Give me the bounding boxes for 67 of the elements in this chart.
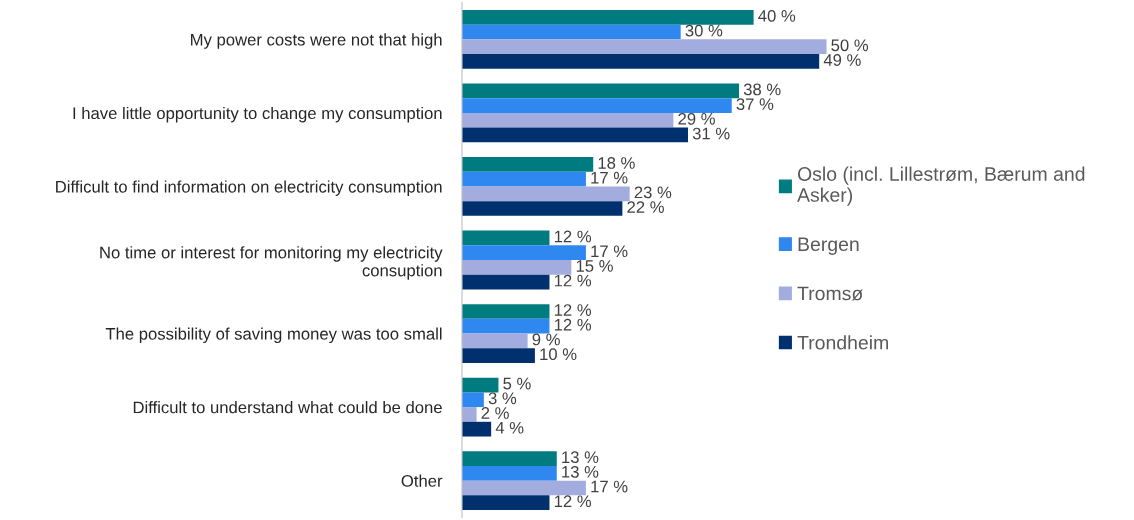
bar [462,83,740,99]
bar [462,98,732,113]
bar [462,304,550,319]
bar [462,245,586,260]
data-label: 12 % [554,495,592,508]
data-label: 9 % [532,333,560,346]
bar [462,274,550,290]
data-label: 12 % [554,304,592,316]
data-label: 17 % [591,480,628,493]
bar [462,451,557,466]
bar [462,157,594,172]
data-label: 18 % [598,157,635,169]
data-label: 40 % [758,9,796,22]
data-label: 38 % [743,83,781,96]
bar [462,39,827,55]
bar [462,495,550,511]
data-label: 37 % [736,98,774,111]
bar [462,186,630,202]
data-label: 49 % [823,54,861,66]
data-label: 13 % [562,451,599,464]
y-tick-label: My power costs were not that high [191,33,442,49]
bar [462,54,820,69]
data-label: 12 % [554,274,592,287]
data-label: 30 % [685,24,723,37]
data-label: 50 % [831,39,869,52]
bar [462,171,586,187]
bar [462,24,681,40]
data-label: 2 % [481,407,509,419]
data-label: 12 % [554,230,592,243]
bar [462,260,572,275]
bar [462,318,550,334]
y-tick-label: The possibility of saving money was too small [105,327,442,344]
data-label: 15 % [576,260,613,272]
data-label: 10 % [540,348,577,361]
data-label: 22 % [627,201,664,213]
legend-label: Oslo (incl. Lillestrøm, Bærum and Asker) [797,166,1085,206]
y-tick-label: No time or interest for monitoring my electricity consuption [100,246,443,280]
bar [462,112,674,128]
bar [462,421,492,437]
data-label: 23 % [634,186,672,199]
bar [462,407,477,422]
data-label: 12 % [554,318,592,331]
bar [462,348,535,363]
bar [462,480,586,496]
bar [462,9,754,25]
data-label: 3 % [488,392,517,405]
legend-label: Tromsø [797,286,863,301]
bar [462,333,528,349]
data-label: 4 % [495,421,524,434]
bar [462,377,499,393]
data-label: 13 % [562,465,599,478]
y-tick-label: Other [401,474,443,487]
legend-label: Bergen [798,237,859,255]
y-tick-label: I have little opportunity to change my consumption [73,106,442,123]
bar [462,230,550,246]
y-tick-label: Difficult to understand what could be done [133,401,442,414]
data-label: 17 % [591,245,628,258]
data-label: 5 % [503,377,531,390]
bar [462,201,623,216]
data-label: 29 % [678,112,715,125]
data-label: 31 % [692,127,730,140]
legend-label: Trondheim [797,335,888,350]
bar [462,392,484,408]
bar [462,127,688,143]
data-label: 17 % [591,171,628,184]
y-tick-label: Difficult to find information on electricity consumption [56,180,442,196]
bar [462,465,557,481]
